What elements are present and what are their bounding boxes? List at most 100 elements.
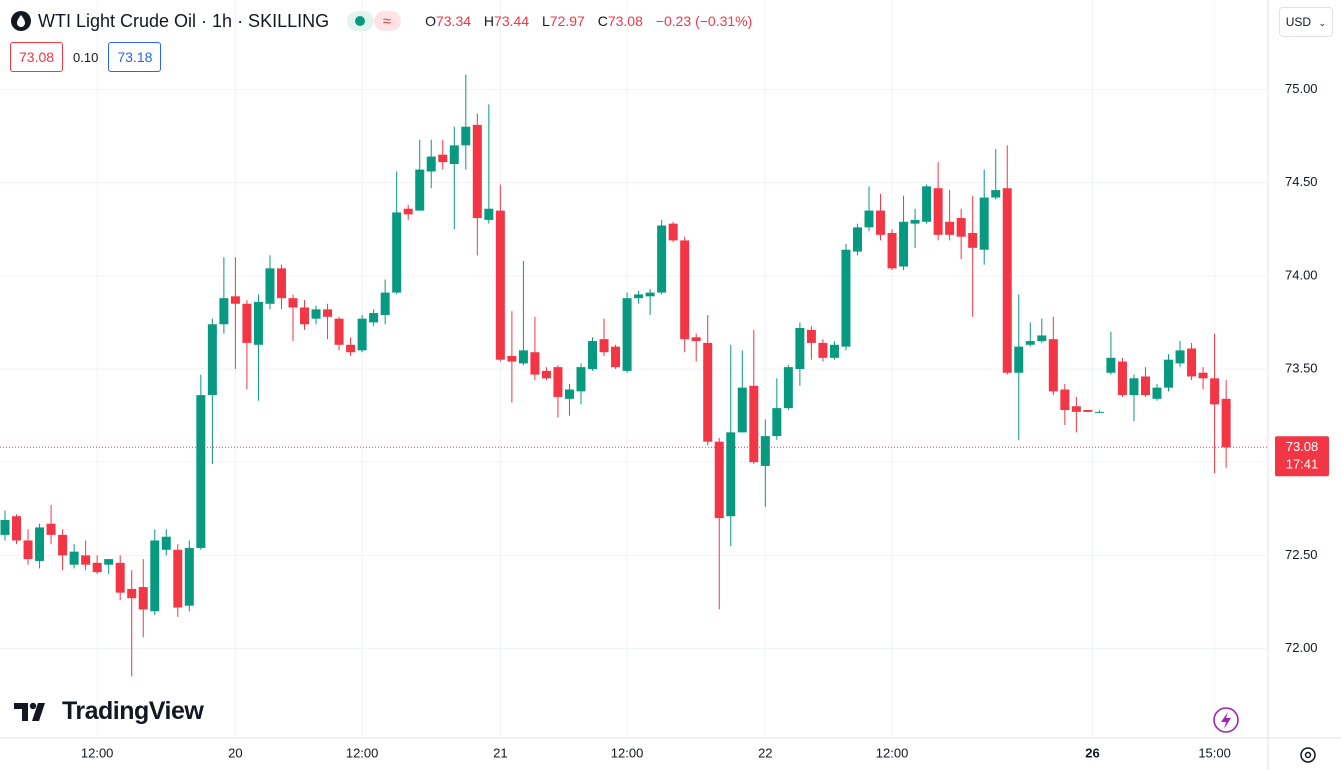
candle-body bbox=[115, 562, 125, 593]
candle-body bbox=[1071, 406, 1081, 412]
y-tick-label: 72.50 bbox=[1285, 547, 1318, 562]
candle-body bbox=[645, 292, 655, 297]
candle-body bbox=[438, 154, 448, 163]
candle-body bbox=[265, 268, 275, 304]
candle-body bbox=[173, 549, 183, 608]
candle-body bbox=[380, 292, 390, 315]
candle-body bbox=[749, 385, 759, 463]
candle-body bbox=[979, 197, 989, 250]
candle-body bbox=[484, 208, 494, 220]
buy-price[interactable]: 73.18 bbox=[108, 42, 162, 72]
x-tick-label: 20 bbox=[228, 745, 242, 760]
candle-body bbox=[841, 249, 851, 347]
currency-select[interactable]: USD ⌄ bbox=[1278, 7, 1333, 37]
candle-body bbox=[415, 169, 425, 211]
candle-body bbox=[1129, 378, 1139, 396]
x-tick-label: 12:00 bbox=[876, 745, 909, 760]
candle-body bbox=[334, 318, 344, 345]
candle-body bbox=[553, 367, 563, 397]
candle-body bbox=[783, 367, 793, 409]
candle-body bbox=[253, 301, 263, 345]
candle-body bbox=[864, 210, 874, 228]
candle-body bbox=[35, 527, 45, 561]
candle-body bbox=[346, 344, 356, 353]
candle-body bbox=[0, 519, 10, 535]
candle-body bbox=[507, 355, 517, 362]
candle-body bbox=[369, 313, 379, 323]
candle-body bbox=[541, 370, 551, 379]
candle-body bbox=[230, 296, 240, 304]
x-tick-label: 15:00 bbox=[1198, 745, 1231, 760]
candle-body bbox=[1025, 341, 1035, 345]
x-tick-label: 22 bbox=[758, 745, 772, 760]
candle-body bbox=[1106, 357, 1116, 373]
candle-body bbox=[611, 346, 621, 368]
ohlc-change: −0.23 (−0.31%) bbox=[655, 13, 753, 29]
candle-body bbox=[806, 329, 816, 343]
candle-body bbox=[104, 559, 114, 565]
settings-icon[interactable] bbox=[1300, 747, 1316, 763]
candle-body bbox=[703, 342, 713, 442]
candle-body bbox=[426, 156, 436, 172]
candle-body bbox=[219, 298, 229, 325]
candle-body bbox=[300, 307, 310, 325]
candle-body bbox=[530, 352, 540, 375]
currency-label: USD bbox=[1285, 15, 1312, 29]
candle-body bbox=[910, 219, 920, 224]
candle-body bbox=[726, 432, 736, 517]
candle-body bbox=[887, 232, 897, 269]
x-tick-label: 12:00 bbox=[346, 745, 379, 760]
candle-body bbox=[23, 540, 33, 560]
ohlc-key: H bbox=[483, 13, 495, 29]
brand-icon bbox=[14, 702, 45, 721]
alert-icon[interactable] bbox=[1213, 707, 1239, 733]
ohlc-key: C bbox=[597, 13, 608, 29]
candle-body bbox=[1002, 188, 1012, 373]
candle-body bbox=[933, 188, 943, 235]
candle-body bbox=[1210, 378, 1220, 405]
candle-body bbox=[495, 210, 505, 360]
candle-body bbox=[899, 221, 909, 267]
candle-body bbox=[852, 227, 862, 252]
candle-body bbox=[760, 436, 770, 466]
candle-body bbox=[1014, 346, 1024, 373]
candle-body bbox=[876, 210, 886, 235]
candle-body bbox=[311, 309, 321, 319]
y-tick-label: 72.00 bbox=[1285, 640, 1318, 655]
candle-body bbox=[449, 145, 459, 164]
alert-bolt bbox=[1221, 712, 1231, 729]
svg-text:≈: ≈ bbox=[383, 13, 391, 30]
x-tick-label: 12:00 bbox=[81, 745, 114, 760]
candle-body bbox=[714, 441, 724, 519]
candle-body bbox=[461, 126, 471, 146]
status-badges: ≈ bbox=[347, 10, 402, 32]
sell-price[interactable]: 73.08 bbox=[10, 42, 64, 72]
ohlc-legend: O73.34 H73.44 L72.97 C73.08 −0.23 (−0.31… bbox=[425, 13, 761, 29]
countdown-label: 17:41 bbox=[1286, 457, 1319, 472]
candle-body bbox=[69, 551, 79, 565]
candle-body bbox=[472, 124, 482, 219]
candle-body bbox=[737, 387, 747, 433]
candle-body bbox=[956, 218, 966, 237]
candle-body bbox=[1048, 339, 1058, 392]
candle-body bbox=[138, 587, 148, 610]
candle-body bbox=[392, 212, 402, 293]
candle-body bbox=[207, 324, 217, 396]
candle-body bbox=[242, 303, 252, 343]
candle-body bbox=[968, 232, 978, 248]
candle-body bbox=[657, 225, 667, 293]
brand-logo[interactable]: TradingView bbox=[14, 697, 204, 726]
candle-body bbox=[1221, 398, 1231, 448]
candle-body bbox=[403, 208, 413, 215]
candle-body bbox=[127, 588, 137, 599]
symbol-title[interactable]: WTI Light Crude Oil · 1h · SKILLING bbox=[38, 10, 330, 31]
candle-body bbox=[795, 328, 805, 369]
candle-body bbox=[1117, 361, 1127, 396]
candle-body bbox=[1060, 389, 1070, 410]
ohlc-key: O bbox=[425, 13, 436, 29]
candle-body bbox=[161, 536, 171, 550]
candle-body bbox=[288, 298, 298, 308]
candle-body bbox=[1083, 410, 1093, 412]
status-icons[interactable]: ≈ bbox=[347, 10, 402, 32]
